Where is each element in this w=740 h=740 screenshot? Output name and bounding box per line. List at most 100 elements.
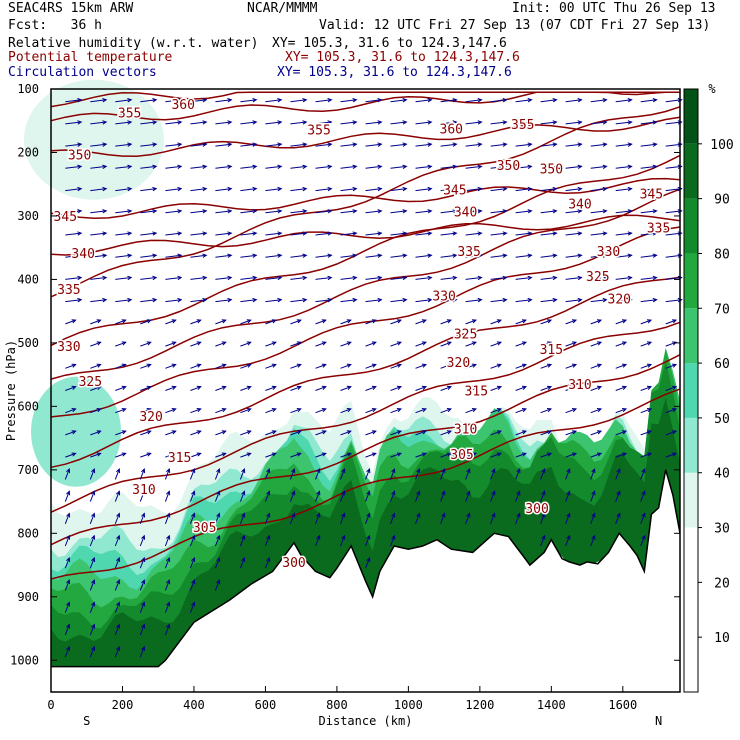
circulation-vector <box>540 232 557 236</box>
circulation-vector <box>615 188 632 192</box>
circulation-vector-head <box>621 385 628 390</box>
circulation-vector <box>415 99 432 103</box>
circulation-vector <box>340 386 351 391</box>
circulation-vector <box>114 602 120 613</box>
circulation-vector <box>565 452 577 458</box>
circulation-vector <box>165 188 182 192</box>
circulation-vector <box>590 452 602 458</box>
circulation-vector <box>340 364 351 369</box>
circulation-vector <box>540 254 557 258</box>
circulation-vector-head <box>672 452 678 457</box>
circulation-vector-head <box>291 490 296 496</box>
circulation-vector-head <box>271 319 277 324</box>
circulation-vector-head <box>141 645 146 651</box>
theta-contour-label: 325 <box>586 270 609 285</box>
circulation-vector <box>290 364 301 369</box>
circulation-vector <box>315 468 320 480</box>
circulation-vector <box>640 468 646 480</box>
circulation-vector <box>165 143 182 147</box>
circulation-vector-head <box>96 341 102 346</box>
circulation-vector-head <box>302 297 308 303</box>
circulation-vector-head <box>496 341 502 346</box>
circulation-vector <box>240 99 257 103</box>
circulation-vector-head <box>102 275 108 281</box>
circulation-vector-head <box>241 490 246 496</box>
circulation-vector-head <box>627 231 633 236</box>
circulation-vector <box>240 341 251 347</box>
circulation-vector-head <box>552 297 558 303</box>
circulation-vector-head <box>141 512 146 518</box>
theta-contour-340 <box>50 214 681 256</box>
circulation-vector <box>290 232 307 236</box>
theta-contour-label: 320 <box>447 356 470 371</box>
circulation-vector-head <box>116 490 121 496</box>
circulation-vector-head <box>641 512 646 518</box>
circulation-vector <box>565 491 571 502</box>
circulation-vector <box>640 535 646 547</box>
circulation-vector-head <box>471 319 477 324</box>
circulation-vector <box>365 254 382 258</box>
circulation-vector <box>290 143 307 147</box>
circulation-vector <box>215 210 232 214</box>
circulation-vector-head <box>141 601 146 607</box>
circulation-vector-head <box>321 452 327 457</box>
circulation-vector <box>465 468 471 480</box>
circulation-vector <box>565 364 577 369</box>
circulation-vector-head <box>427 98 433 103</box>
circulation-vector <box>289 491 295 502</box>
circulation-vector <box>465 188 482 192</box>
circulation-vector <box>90 99 107 103</box>
circulation-vector-head <box>102 186 108 192</box>
rh-patch-left <box>31 376 122 487</box>
circulation-vector-head <box>371 408 377 413</box>
circulation-vector-head <box>352 186 358 192</box>
circulation-vector <box>265 99 282 103</box>
circulation-vector-head <box>327 209 333 214</box>
circulation-vector-head <box>191 579 196 585</box>
circulation-vector-head <box>221 341 227 346</box>
circulation-vector <box>490 408 502 414</box>
circulation-vector <box>139 468 145 480</box>
circulation-vector-head <box>502 120 508 125</box>
circulation-vector <box>665 210 682 214</box>
circulation-vector <box>140 143 157 147</box>
circulation-vector <box>140 319 151 325</box>
valid-time: Valid: 12 UTC Fri 27 Sep 13 (07 CDT Fri … <box>319 18 711 33</box>
circulation-vector <box>665 99 682 103</box>
y-tick-label: 900 <box>17 590 39 604</box>
circulation-vector <box>64 491 70 502</box>
circulation-vector-head <box>496 452 502 457</box>
circulation-vector <box>390 491 395 502</box>
circulation-vector-head <box>127 209 133 214</box>
circulation-vector <box>465 430 477 436</box>
circulation-vector <box>590 513 596 524</box>
circulation-vector <box>215 232 232 236</box>
circulation-vector <box>365 165 382 169</box>
circulation-vector <box>315 188 332 192</box>
y-tick-label: 200 <box>17 145 39 159</box>
circulation-vector <box>365 277 382 280</box>
theta-contour-label: 345 <box>640 188 663 203</box>
circulation-vector <box>390 513 395 524</box>
theta-contour-label: 325 <box>454 327 477 342</box>
circulation-vector <box>140 299 157 303</box>
circulation-vector-head <box>221 385 227 390</box>
colorbar-tick-label: 20 <box>714 576 730 591</box>
circulation-vector <box>415 254 432 258</box>
circulation-vector <box>540 491 546 502</box>
circulation-vector <box>440 468 445 480</box>
circulation-vector-head <box>502 209 508 214</box>
circulation-vector-head <box>171 408 177 413</box>
circulation-vector <box>590 319 602 325</box>
circulation-vector-head <box>91 601 96 607</box>
circulation-vector-head <box>77 231 83 236</box>
circulation-vector <box>490 386 502 391</box>
circulation-vector-head <box>552 253 558 258</box>
circulation-vector-head <box>396 430 402 435</box>
circulation-vector <box>240 430 251 436</box>
circulation-vector-head <box>552 142 558 147</box>
circulation-vector-head <box>241 468 246 474</box>
circulation-vector-head <box>196 363 202 368</box>
circulation-vector-head <box>452 186 458 192</box>
circulation-vector-head <box>652 297 658 303</box>
